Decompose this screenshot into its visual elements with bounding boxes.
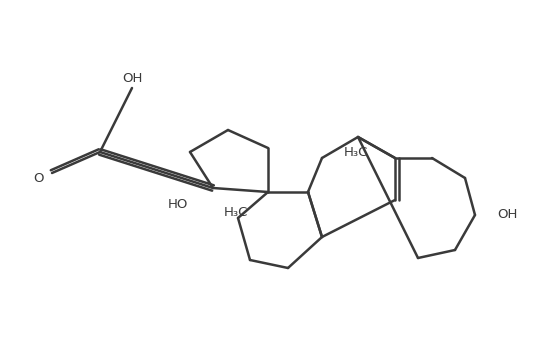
Text: OH: OH — [497, 209, 518, 222]
Text: OH: OH — [122, 71, 142, 84]
Text: H₃C: H₃C — [344, 145, 368, 159]
Text: H₃C: H₃C — [224, 205, 248, 219]
Text: O: O — [33, 172, 43, 185]
Text: HO: HO — [168, 199, 188, 211]
